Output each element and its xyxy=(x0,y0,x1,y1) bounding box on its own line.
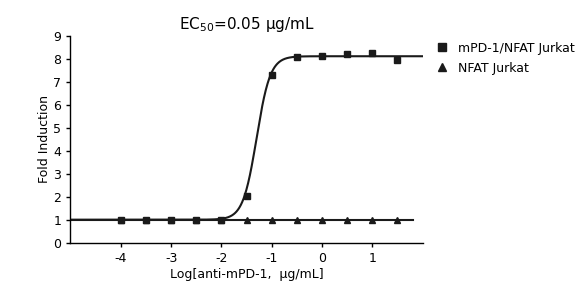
mPD-1/NFAT Jurkat xyxy=(319,54,326,58)
Line: mPD-1/NFAT Jurkat: mPD-1/NFAT Jurkat xyxy=(117,49,401,223)
mPD-1/NFAT Jurkat xyxy=(143,218,150,221)
mPD-1/NFAT Jurkat xyxy=(167,218,174,221)
Y-axis label: Fold Induction: Fold Induction xyxy=(38,95,50,183)
NFAT Jurkat xyxy=(268,218,275,221)
mPD-1/NFAT Jurkat xyxy=(218,218,225,221)
NFAT Jurkat xyxy=(294,218,301,221)
NFAT Jurkat xyxy=(143,218,150,221)
Line: NFAT Jurkat: NFAT Jurkat xyxy=(117,216,401,223)
Legend: mPD-1/NFAT Jurkat, NFAT Jurkat: mPD-1/NFAT Jurkat, NFAT Jurkat xyxy=(436,42,575,75)
X-axis label: Log[anti-mPD-1,  μg/mL]: Log[anti-mPD-1, μg/mL] xyxy=(170,268,323,281)
mPD-1/NFAT Jurkat xyxy=(369,51,376,54)
NFAT Jurkat xyxy=(193,218,200,221)
Title: EC$_{50}$=0.05 μg/mL: EC$_{50}$=0.05 μg/mL xyxy=(178,15,315,33)
mPD-1/NFAT Jurkat xyxy=(394,58,401,62)
mPD-1/NFAT Jurkat xyxy=(243,194,250,197)
mPD-1/NFAT Jurkat xyxy=(294,56,301,59)
NFAT Jurkat xyxy=(218,218,225,221)
NFAT Jurkat xyxy=(117,218,124,221)
mPD-1/NFAT Jurkat xyxy=(268,73,275,76)
NFAT Jurkat xyxy=(319,218,326,221)
mPD-1/NFAT Jurkat xyxy=(117,218,124,221)
NFAT Jurkat xyxy=(243,218,250,221)
NFAT Jurkat xyxy=(167,218,174,221)
mPD-1/NFAT Jurkat xyxy=(343,52,350,56)
NFAT Jurkat xyxy=(394,218,401,221)
NFAT Jurkat xyxy=(343,218,350,221)
NFAT Jurkat xyxy=(369,218,376,221)
mPD-1/NFAT Jurkat xyxy=(193,218,200,221)
